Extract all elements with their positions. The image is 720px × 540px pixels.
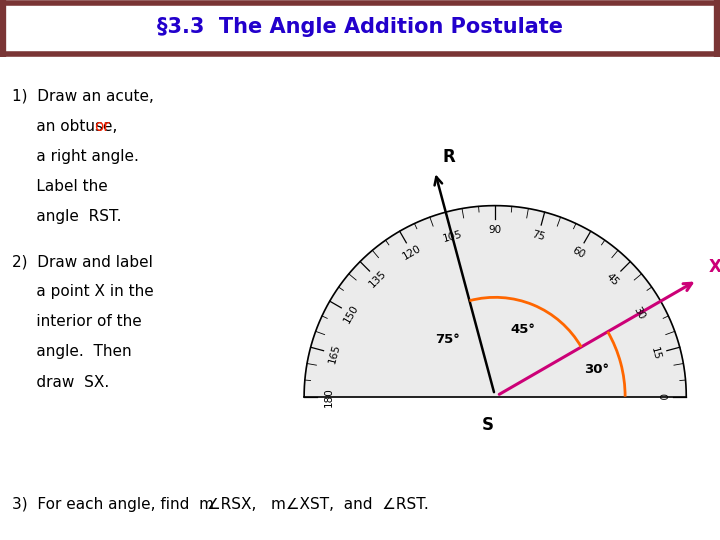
Text: X: X xyxy=(708,258,720,276)
Text: 15: 15 xyxy=(649,346,662,361)
Text: Label the: Label the xyxy=(12,179,108,194)
Text: 60: 60 xyxy=(570,245,587,260)
Text: a point X in the: a point X in the xyxy=(12,285,154,299)
Text: 3)  For each angle, find  m: 3) For each angle, find m xyxy=(12,497,214,512)
Text: R: R xyxy=(443,148,455,166)
Text: 165: 165 xyxy=(327,343,342,364)
Text: S: S xyxy=(482,416,493,434)
Text: angle  RST.: angle RST. xyxy=(12,209,122,224)
Text: a right angle.: a right angle. xyxy=(12,149,139,164)
Text: 135: 135 xyxy=(367,268,388,289)
Text: §3.3  The Angle Addition Postulate: §3.3 The Angle Addition Postulate xyxy=(157,17,563,37)
Text: 75°: 75° xyxy=(435,333,460,346)
Text: 45: 45 xyxy=(605,271,621,287)
Text: 150: 150 xyxy=(342,302,361,325)
Text: 180: 180 xyxy=(324,387,334,407)
Text: 105: 105 xyxy=(441,229,463,244)
Text: 75: 75 xyxy=(531,230,546,242)
Text: or: or xyxy=(94,119,109,134)
Polygon shape xyxy=(304,206,686,397)
Text: an obtuse,: an obtuse, xyxy=(12,119,122,134)
Text: 45°: 45° xyxy=(510,323,536,336)
Text: angle.  Then: angle. Then xyxy=(12,345,132,360)
Text: 30: 30 xyxy=(631,306,647,322)
Text: 2)  Draw and label: 2) Draw and label xyxy=(12,254,153,269)
Text: 30°: 30° xyxy=(584,363,609,376)
Text: ∠RSX,   m∠XST,  and  ∠RST.: ∠RSX, m∠XST, and ∠RST. xyxy=(207,497,428,512)
Text: 0: 0 xyxy=(657,394,667,400)
Text: 120: 120 xyxy=(401,244,423,262)
Text: interior of the: interior of the xyxy=(12,314,142,329)
Text: 1)  Draw an acute,: 1) Draw an acute, xyxy=(12,89,154,104)
Text: draw  SX.: draw SX. xyxy=(12,375,109,389)
Text: 90: 90 xyxy=(489,226,502,235)
